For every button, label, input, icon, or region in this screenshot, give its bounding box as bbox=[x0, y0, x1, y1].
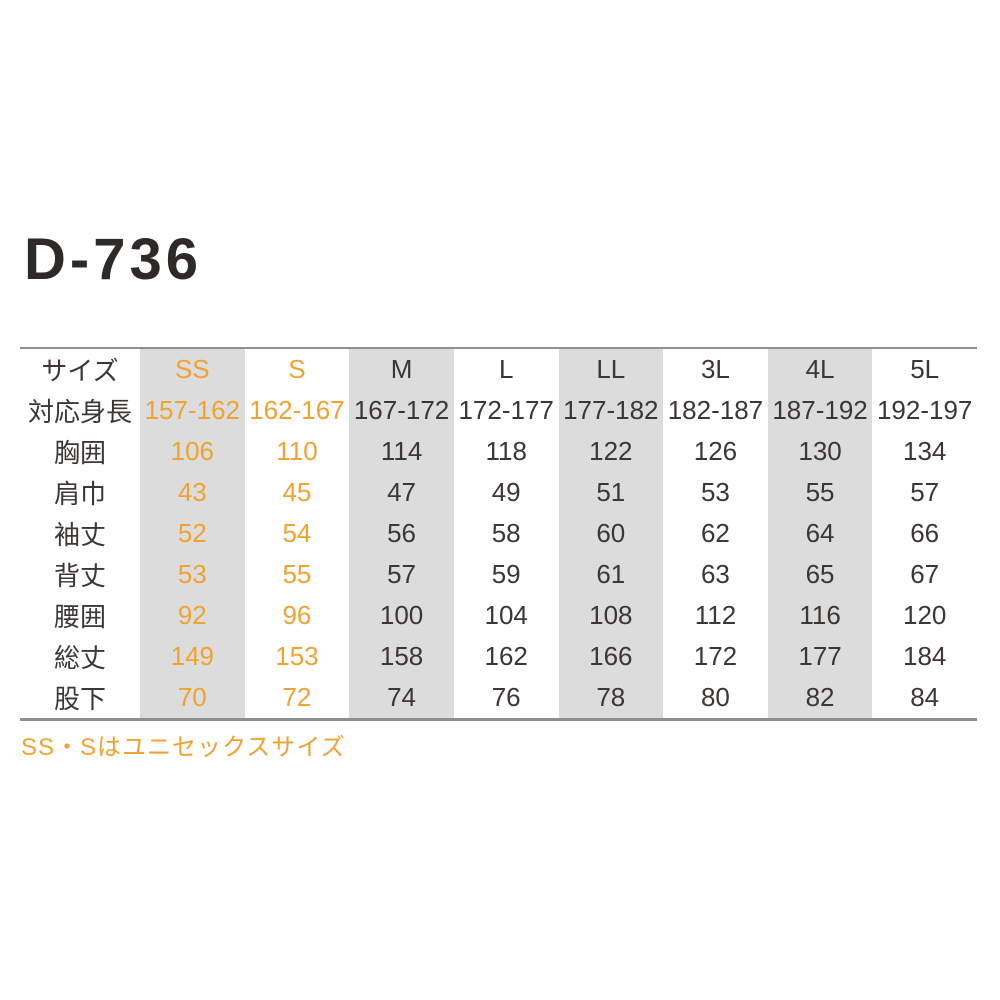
size-cell: 162 bbox=[484, 641, 528, 671]
size-cell: 177 bbox=[767, 636, 873, 677]
size-cell: 182-187 bbox=[667, 395, 764, 425]
size-col-header: 3L bbox=[700, 354, 730, 384]
size-cell: 53 bbox=[140, 554, 245, 595]
row-label: 腰囲 bbox=[53, 602, 106, 632]
size-cell: 100 bbox=[349, 595, 454, 636]
size-cell: 153 bbox=[275, 641, 319, 671]
size-cell: 76 bbox=[491, 682, 521, 712]
size-cell: 157-162 bbox=[140, 390, 245, 431]
size-cell: 96 bbox=[282, 600, 312, 630]
size-cell: 92 bbox=[140, 595, 245, 636]
size-cell: 162-167 bbox=[249, 395, 345, 425]
size-cell: 158 bbox=[349, 636, 454, 677]
size-cell: 61 bbox=[558, 554, 664, 595]
row-label: 袖丈 bbox=[53, 520, 106, 550]
size-cell: 55 bbox=[282, 559, 312, 589]
size-col-header: L bbox=[498, 354, 514, 384]
size-cell: 192-197 bbox=[876, 395, 973, 425]
size-cell: 130 bbox=[767, 431, 873, 472]
size-cell: 149 bbox=[140, 636, 245, 677]
table-row: 背丈 53 55 57 59 61 63 65 67 bbox=[20, 554, 977, 595]
table-row: 股下 70 72 74 76 78 80 82 84 bbox=[20, 677, 977, 720]
row-label: 総丈 bbox=[53, 643, 106, 673]
row-label: 胸囲 bbox=[53, 438, 106, 468]
size-cell: 110 bbox=[276, 436, 318, 466]
size-cell: 78 bbox=[558, 677, 664, 720]
size-cell: 43 bbox=[140, 472, 245, 513]
size-cell: 66 bbox=[910, 518, 940, 548]
size-cell: 45 bbox=[282, 477, 312, 507]
size-col-header: S bbox=[288, 354, 306, 384]
page-title: D-736 bbox=[24, 227, 202, 292]
size-cell: 104 bbox=[484, 600, 528, 630]
size-cell: 57 bbox=[349, 554, 454, 595]
size-cell: 177-182 bbox=[558, 390, 664, 431]
size-col-header: M bbox=[349, 348, 454, 390]
size-col-header: 4L bbox=[767, 348, 873, 390]
size-cell: 62 bbox=[700, 518, 730, 548]
size-cell: 122 bbox=[558, 431, 664, 472]
size-cell: 116 bbox=[767, 595, 873, 636]
size-col-header: 5L bbox=[910, 354, 940, 384]
table-row: 腰囲 92 96 100 104 108 112 116 120 bbox=[20, 595, 977, 636]
size-table-body: 対応身長 157-162 162-167 167-172 172-177 177-182 1… bbox=[20, 390, 977, 720]
size-cell: 64 bbox=[767, 513, 873, 554]
size-cell: 118 bbox=[485, 436, 527, 466]
size-cell: 172 bbox=[693, 641, 738, 671]
row-label: 対応身長 bbox=[27, 397, 132, 427]
size-cell: 53 bbox=[700, 477, 730, 507]
size-cell: 60 bbox=[558, 513, 664, 554]
size-table: サイズ SS S M L LL 3L 4L 5L 対応身長 157-162 162-167 167-1… bbox=[20, 347, 977, 721]
size-cell: 184 bbox=[902, 641, 947, 671]
size-cell: 55 bbox=[767, 472, 873, 513]
size-cell: 51 bbox=[558, 472, 664, 513]
size-cell: 106 bbox=[140, 431, 245, 472]
unisex-footnote: SS・Sはユニセックスサイズ bbox=[21, 734, 346, 761]
row-label: 股下 bbox=[53, 684, 106, 714]
size-cell: 172-177 bbox=[458, 395, 554, 425]
size-cell: 57 bbox=[910, 477, 940, 507]
size-cell: 74 bbox=[349, 677, 454, 720]
size-cell: 187-192 bbox=[767, 390, 873, 431]
size-col-header: LL bbox=[558, 348, 664, 390]
size-cell: 134 bbox=[902, 436, 947, 466]
corner-label: サイズ bbox=[41, 356, 119, 386]
size-cell: 49 bbox=[491, 477, 521, 507]
size-cell: 166 bbox=[558, 636, 664, 677]
size-cell: 54 bbox=[282, 518, 312, 548]
size-cell: 120 bbox=[902, 600, 947, 630]
size-cell: 65 bbox=[767, 554, 873, 595]
size-cell: 70 bbox=[140, 677, 245, 720]
table-row: 肩巾 43 45 47 49 51 53 55 57 bbox=[20, 472, 977, 513]
size-cell: 56 bbox=[349, 513, 454, 554]
size-cell: 63 bbox=[700, 559, 730, 589]
size-cell: 47 bbox=[349, 472, 454, 513]
table-row: 胸囲 106 110 114 118 122 126 130 134 bbox=[20, 431, 977, 472]
size-cell: 108 bbox=[558, 595, 664, 636]
size-cell: 167-172 bbox=[349, 390, 454, 431]
size-cell: 52 bbox=[140, 513, 245, 554]
size-cell: 114 bbox=[349, 431, 454, 472]
size-cell: 82 bbox=[767, 677, 873, 720]
size-cell: 72 bbox=[282, 682, 312, 712]
size-cell: 80 bbox=[700, 682, 730, 712]
table-row: 総丈 149 153 158 162 166 172 177 184 bbox=[20, 636, 977, 677]
size-cell: 59 bbox=[491, 559, 521, 589]
size-table-head: サイズ SS S M L LL 3L 4L 5L bbox=[20, 348, 977, 390]
size-cell: 112 bbox=[694, 600, 737, 630]
size-col-header: SS bbox=[140, 348, 245, 390]
size-cell: 84 bbox=[910, 682, 940, 712]
size-cell: 126 bbox=[693, 436, 738, 466]
size-cell: 58 bbox=[491, 518, 521, 548]
table-row: 袖丈 52 54 56 58 60 62 64 66 bbox=[20, 513, 977, 554]
row-label: 背丈 bbox=[53, 561, 106, 591]
size-cell: 67 bbox=[910, 559, 940, 589]
table-row: 対応身長 157-162 162-167 167-172 172-177 177-182 1… bbox=[20, 390, 977, 431]
row-label: 肩巾 bbox=[53, 479, 106, 509]
header-row: サイズ SS S M L LL 3L 4L 5L bbox=[20, 348, 977, 390]
